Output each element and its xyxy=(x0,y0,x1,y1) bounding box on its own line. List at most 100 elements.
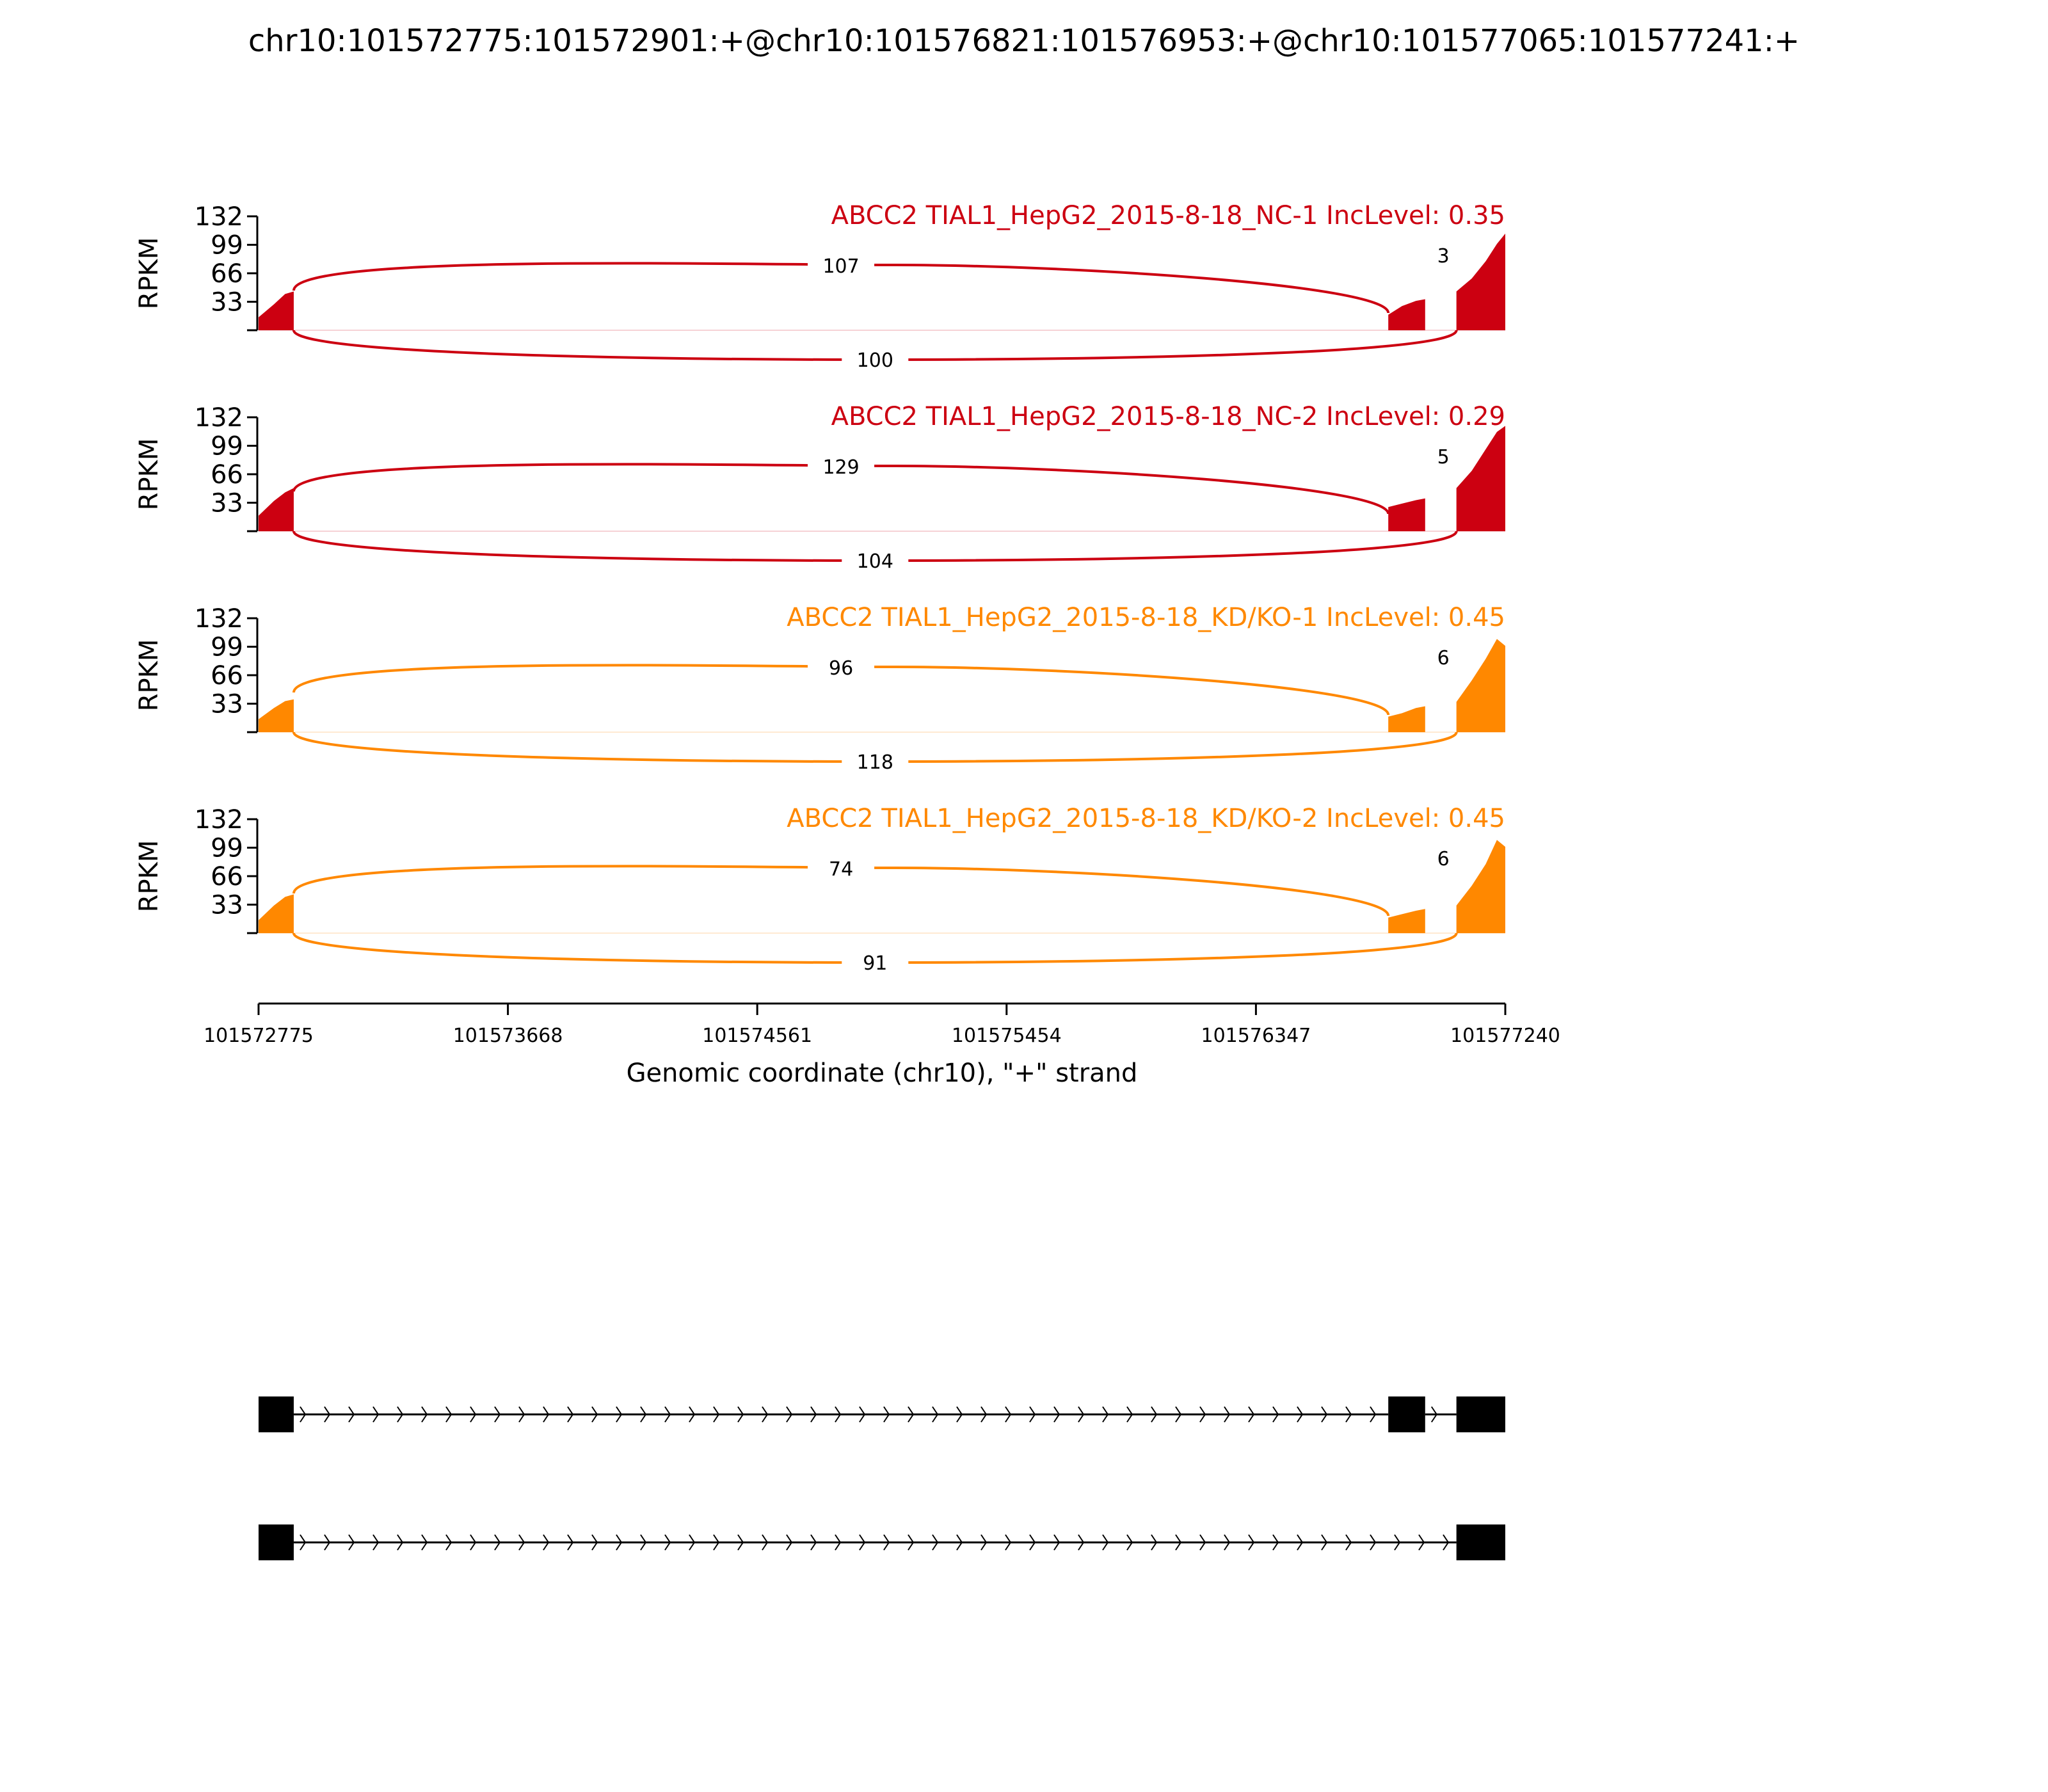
x-axis-label: Genomic coordinate (chr10), "+" strand xyxy=(627,1059,1138,1088)
strand-arrow-icon xyxy=(835,1406,842,1423)
coverage-area-exon3 xyxy=(1456,840,1505,933)
y-axis-label: RPKM xyxy=(134,438,164,511)
strand-arrow-icon xyxy=(1199,1534,1206,1551)
strand-arrow-icon xyxy=(956,1406,963,1423)
strand-arrow-icon xyxy=(1370,1534,1377,1551)
coverage-area-exon3 xyxy=(1456,426,1505,531)
strand-arrow-icon xyxy=(1126,1534,1133,1551)
strand-arrow-icon xyxy=(786,1534,793,1551)
strand-arrow-icon xyxy=(1005,1406,1012,1423)
strand-arrow-icon xyxy=(494,1406,501,1423)
coverage-area-exon1 xyxy=(259,699,294,732)
strand-arrow-icon xyxy=(737,1534,744,1551)
genomic-x-axis: 101572775 101573668 101574561 101575454 1015… xyxy=(204,1002,1560,1047)
junction-count-label: 96 xyxy=(829,657,853,680)
junction-count-label: 6 xyxy=(1437,647,1450,669)
isoform-2 xyxy=(259,1524,1505,1560)
strand-arrow-icon xyxy=(616,1534,623,1551)
strand-arrow-icon xyxy=(1078,1406,1085,1423)
strand-arrow-icon xyxy=(1005,1534,1012,1551)
strand-arrow-icon xyxy=(908,1534,915,1551)
y-tick-label: 66 xyxy=(211,259,243,289)
coverage-area-exon1 xyxy=(259,291,294,330)
junction-label-bg xyxy=(842,548,909,573)
junction-label-bg xyxy=(842,749,909,774)
strand-arrow-icon xyxy=(737,1406,744,1423)
strand-arrow-icon xyxy=(324,1534,331,1551)
y-axis-label: RPKM xyxy=(134,639,164,712)
strand-arrow-icon xyxy=(762,1534,769,1551)
strand-arrow-icon xyxy=(1321,1406,1328,1423)
exon-box xyxy=(1388,1396,1425,1432)
strand-arrow-icon xyxy=(1175,1534,1182,1551)
y-tick-label: 33 xyxy=(211,891,243,920)
strand-arrow-icon xyxy=(932,1406,939,1423)
coverage-area-exon2 xyxy=(1388,706,1425,732)
track-label: ABCC2 TIAL1_HepG2_2015-8-18_KD/KO-1 IncL… xyxy=(787,603,1505,632)
strand-arrow-icon xyxy=(810,1406,817,1423)
x-tick-label: 101575454 xyxy=(952,1025,1062,1047)
y-tick-label: 99 xyxy=(211,834,243,863)
junction-count-label: 104 xyxy=(857,550,893,573)
strand-arrow-icon xyxy=(1175,1406,1182,1423)
y-tick-label: 66 xyxy=(211,661,243,691)
coverage-area-exon3 xyxy=(1456,639,1505,732)
strand-arrow-icon xyxy=(1053,1406,1060,1423)
exon-box xyxy=(259,1396,294,1432)
strand-arrow-icon xyxy=(640,1534,647,1551)
exon-box xyxy=(1456,1524,1505,1560)
junction-label-bg xyxy=(808,252,875,278)
track-label: ABCC2 TIAL1_HepG2_2015-8-18_KD/KO-2 IncL… xyxy=(787,804,1505,833)
strand-arrow-icon xyxy=(616,1406,623,1423)
strand-arrow-icon xyxy=(543,1534,550,1551)
strand-arrow-icon xyxy=(1272,1534,1279,1551)
x-tick-label: 101574561 xyxy=(702,1025,812,1047)
junction-arc xyxy=(292,262,1390,314)
strand-arrow-icon xyxy=(591,1406,598,1423)
junction-label-bg xyxy=(808,654,875,680)
strand-arrow-icon xyxy=(908,1406,915,1423)
strand-arrow-icon xyxy=(300,1406,307,1423)
junction-label-bg xyxy=(808,855,875,881)
strand-arrow-icon xyxy=(1102,1534,1109,1551)
strand-arrow-icon xyxy=(1345,1534,1352,1551)
junction-count-label: 74 xyxy=(829,858,853,881)
exon-box xyxy=(1456,1396,1505,1432)
junction-count-label: 91 xyxy=(863,952,887,975)
junction-arc xyxy=(292,865,1390,916)
y-tick-label: 132 xyxy=(195,604,243,634)
strand-arrow-icon xyxy=(1272,1406,1279,1423)
junction-label-bg xyxy=(808,453,875,479)
x-tick-label: 101577240 xyxy=(1450,1025,1560,1047)
strand-arrow-icon xyxy=(1321,1534,1328,1551)
junction-count-label: 5 xyxy=(1437,446,1450,468)
x-tick-label: 101576347 xyxy=(1201,1025,1311,1047)
strand-arrow-icon xyxy=(713,1534,720,1551)
y-tick-label: 33 xyxy=(211,690,243,719)
strand-arrow-icon xyxy=(1370,1406,1377,1423)
y-tick-label: 66 xyxy=(211,862,243,892)
coverage-area-exon1 xyxy=(259,488,294,531)
y-tick-label: 132 xyxy=(195,403,243,433)
coverage-area-exon2 xyxy=(1388,299,1425,330)
strand-arrow-icon xyxy=(372,1406,380,1423)
exon-box xyxy=(259,1524,294,1560)
strand-arrow-icon xyxy=(348,1406,355,1423)
y-tick-label: 99 xyxy=(211,432,243,461)
strand-arrow-icon xyxy=(689,1534,696,1551)
strand-arrow-icon xyxy=(956,1534,963,1551)
x-tick-label: 101573668 xyxy=(453,1025,563,1047)
strand-arrow-icon xyxy=(1029,1406,1036,1423)
y-tick-label: 99 xyxy=(211,231,243,260)
strand-arrow-icon xyxy=(1151,1406,1158,1423)
strand-arrow-icon xyxy=(1078,1534,1085,1551)
junction-label-bg xyxy=(842,347,909,372)
strand-arrow-icon xyxy=(445,1406,452,1423)
strand-arrow-icon xyxy=(543,1406,550,1423)
coverage-area-exon3 xyxy=(1456,233,1505,330)
strand-arrow-icon xyxy=(1102,1406,1109,1423)
junction-label-bg xyxy=(842,950,909,975)
